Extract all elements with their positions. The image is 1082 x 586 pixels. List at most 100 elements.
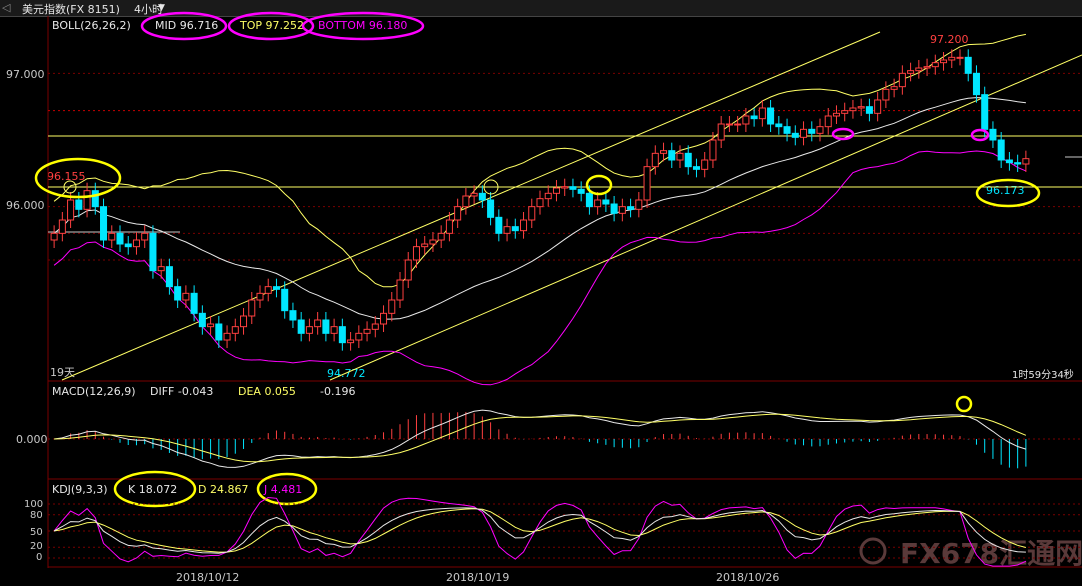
j-ellipse bbox=[256, 472, 318, 506]
left-high-annotation: 96.155 bbox=[47, 170, 86, 183]
candle-body bbox=[272, 286, 280, 290]
candle-body bbox=[182, 292, 190, 301]
candle-body bbox=[972, 72, 980, 96]
candle-body bbox=[58, 219, 66, 234]
candle-body bbox=[816, 126, 824, 134]
candle-body bbox=[83, 190, 91, 210]
candle-body bbox=[775, 123, 783, 128]
countdown-label: 1时59分34秒 bbox=[1012, 370, 1074, 381]
candle-body bbox=[124, 243, 132, 248]
candle-body bbox=[948, 56, 956, 61]
x-date-2: 2018/10/19 bbox=[446, 571, 510, 584]
kdj-tick-100: 100 bbox=[24, 499, 44, 510]
candle-body bbox=[437, 232, 445, 241]
candle-body bbox=[445, 219, 453, 234]
kdj-tick-0: 0 bbox=[36, 552, 43, 563]
kdj-tick-80: 80 bbox=[30, 510, 43, 521]
candle-body bbox=[149, 232, 157, 272]
candle-body bbox=[915, 67, 923, 72]
candle-body bbox=[536, 198, 544, 208]
candle-body bbox=[462, 195, 470, 208]
kdj-d-line bbox=[54, 508, 1027, 553]
candle-body bbox=[610, 203, 618, 214]
kdj-d: D 24.867 bbox=[198, 483, 249, 496]
candle-body bbox=[297, 319, 305, 334]
candle-body bbox=[668, 150, 676, 161]
period-selector[interactable]: 4小时 bbox=[134, 3, 163, 16]
candle-body bbox=[676, 152, 684, 161]
candle-body bbox=[404, 259, 412, 281]
candle-body bbox=[487, 199, 495, 218]
candle-body bbox=[454, 206, 462, 221]
boll-mid-value: MID 96.716 bbox=[155, 19, 219, 32]
candle-body bbox=[355, 332, 363, 341]
candle-body bbox=[314, 319, 322, 328]
candle-body bbox=[865, 106, 873, 114]
candle-body bbox=[157, 266, 165, 272]
kdj-j: J 4.481 bbox=[264, 483, 303, 496]
candle-body bbox=[618, 206, 626, 214]
candle-body bbox=[767, 107, 775, 125]
left-high-ellipse bbox=[34, 157, 122, 199]
candle-body bbox=[964, 56, 972, 74]
macd-dea: DEA 0.055 bbox=[238, 385, 296, 398]
candle-body bbox=[338, 326, 346, 344]
candle-body bbox=[1022, 158, 1030, 165]
candle-body bbox=[240, 315, 248, 328]
candle-body bbox=[75, 199, 83, 210]
boll-top-value: TOP 97.252 bbox=[240, 19, 304, 32]
candle-body bbox=[635, 199, 643, 210]
back-icon[interactable]: ◁ bbox=[2, 1, 11, 14]
candle-body bbox=[890, 86, 898, 90]
candle-body bbox=[511, 226, 519, 232]
candle-body bbox=[651, 152, 659, 168]
candle-body bbox=[594, 199, 602, 208]
candle-body bbox=[289, 310, 297, 321]
candle-body bbox=[371, 323, 379, 330]
boll-mid-line bbox=[53, 97, 1026, 320]
candle-body bbox=[907, 70, 915, 74]
candle-body bbox=[734, 123, 742, 126]
candle-body bbox=[791, 132, 799, 138]
candle-body bbox=[330, 326, 338, 334]
candle-body bbox=[709, 139, 717, 161]
macd-zero-tick: 0.000 bbox=[16, 433, 48, 446]
candle-body bbox=[412, 246, 420, 261]
candle-body bbox=[281, 288, 289, 312]
candle-body bbox=[717, 123, 725, 141]
candle-body bbox=[388, 299, 396, 314]
pullback-ellipse bbox=[831, 127, 855, 141]
candle-body bbox=[470, 192, 478, 197]
candle-body bbox=[577, 188, 585, 194]
candle-body bbox=[882, 88, 890, 101]
candle-body bbox=[701, 159, 709, 170]
candle-body bbox=[742, 115, 750, 125]
candle-body bbox=[857, 106, 865, 109]
chevron-down-icon[interactable]: ▼ bbox=[158, 3, 165, 13]
kdj-k-line bbox=[53, 507, 1026, 554]
candle-body bbox=[207, 323, 215, 328]
candle-body bbox=[627, 206, 635, 210]
macd-diff: DIFF -0.043 bbox=[150, 385, 214, 398]
candle-body bbox=[396, 279, 404, 301]
candle-body bbox=[725, 123, 733, 126]
mid-ellipse bbox=[140, 11, 228, 41]
candle-body bbox=[248, 299, 256, 317]
candle-body bbox=[520, 219, 528, 232]
candle-body bbox=[585, 192, 593, 208]
candle-body bbox=[561, 186, 569, 189]
candle-body bbox=[215, 323, 223, 341]
candle-body bbox=[421, 243, 429, 248]
candle-body bbox=[898, 72, 906, 88]
candle-body bbox=[223, 332, 231, 341]
high-annotation: 97.200 bbox=[930, 33, 969, 46]
swing-ellipse bbox=[585, 174, 613, 196]
candle-body bbox=[141, 232, 149, 241]
candle-body bbox=[256, 292, 264, 301]
candle-body bbox=[569, 186, 577, 190]
candle-body bbox=[981, 94, 989, 130]
candle-body bbox=[552, 187, 560, 194]
touch-marker bbox=[483, 179, 499, 195]
